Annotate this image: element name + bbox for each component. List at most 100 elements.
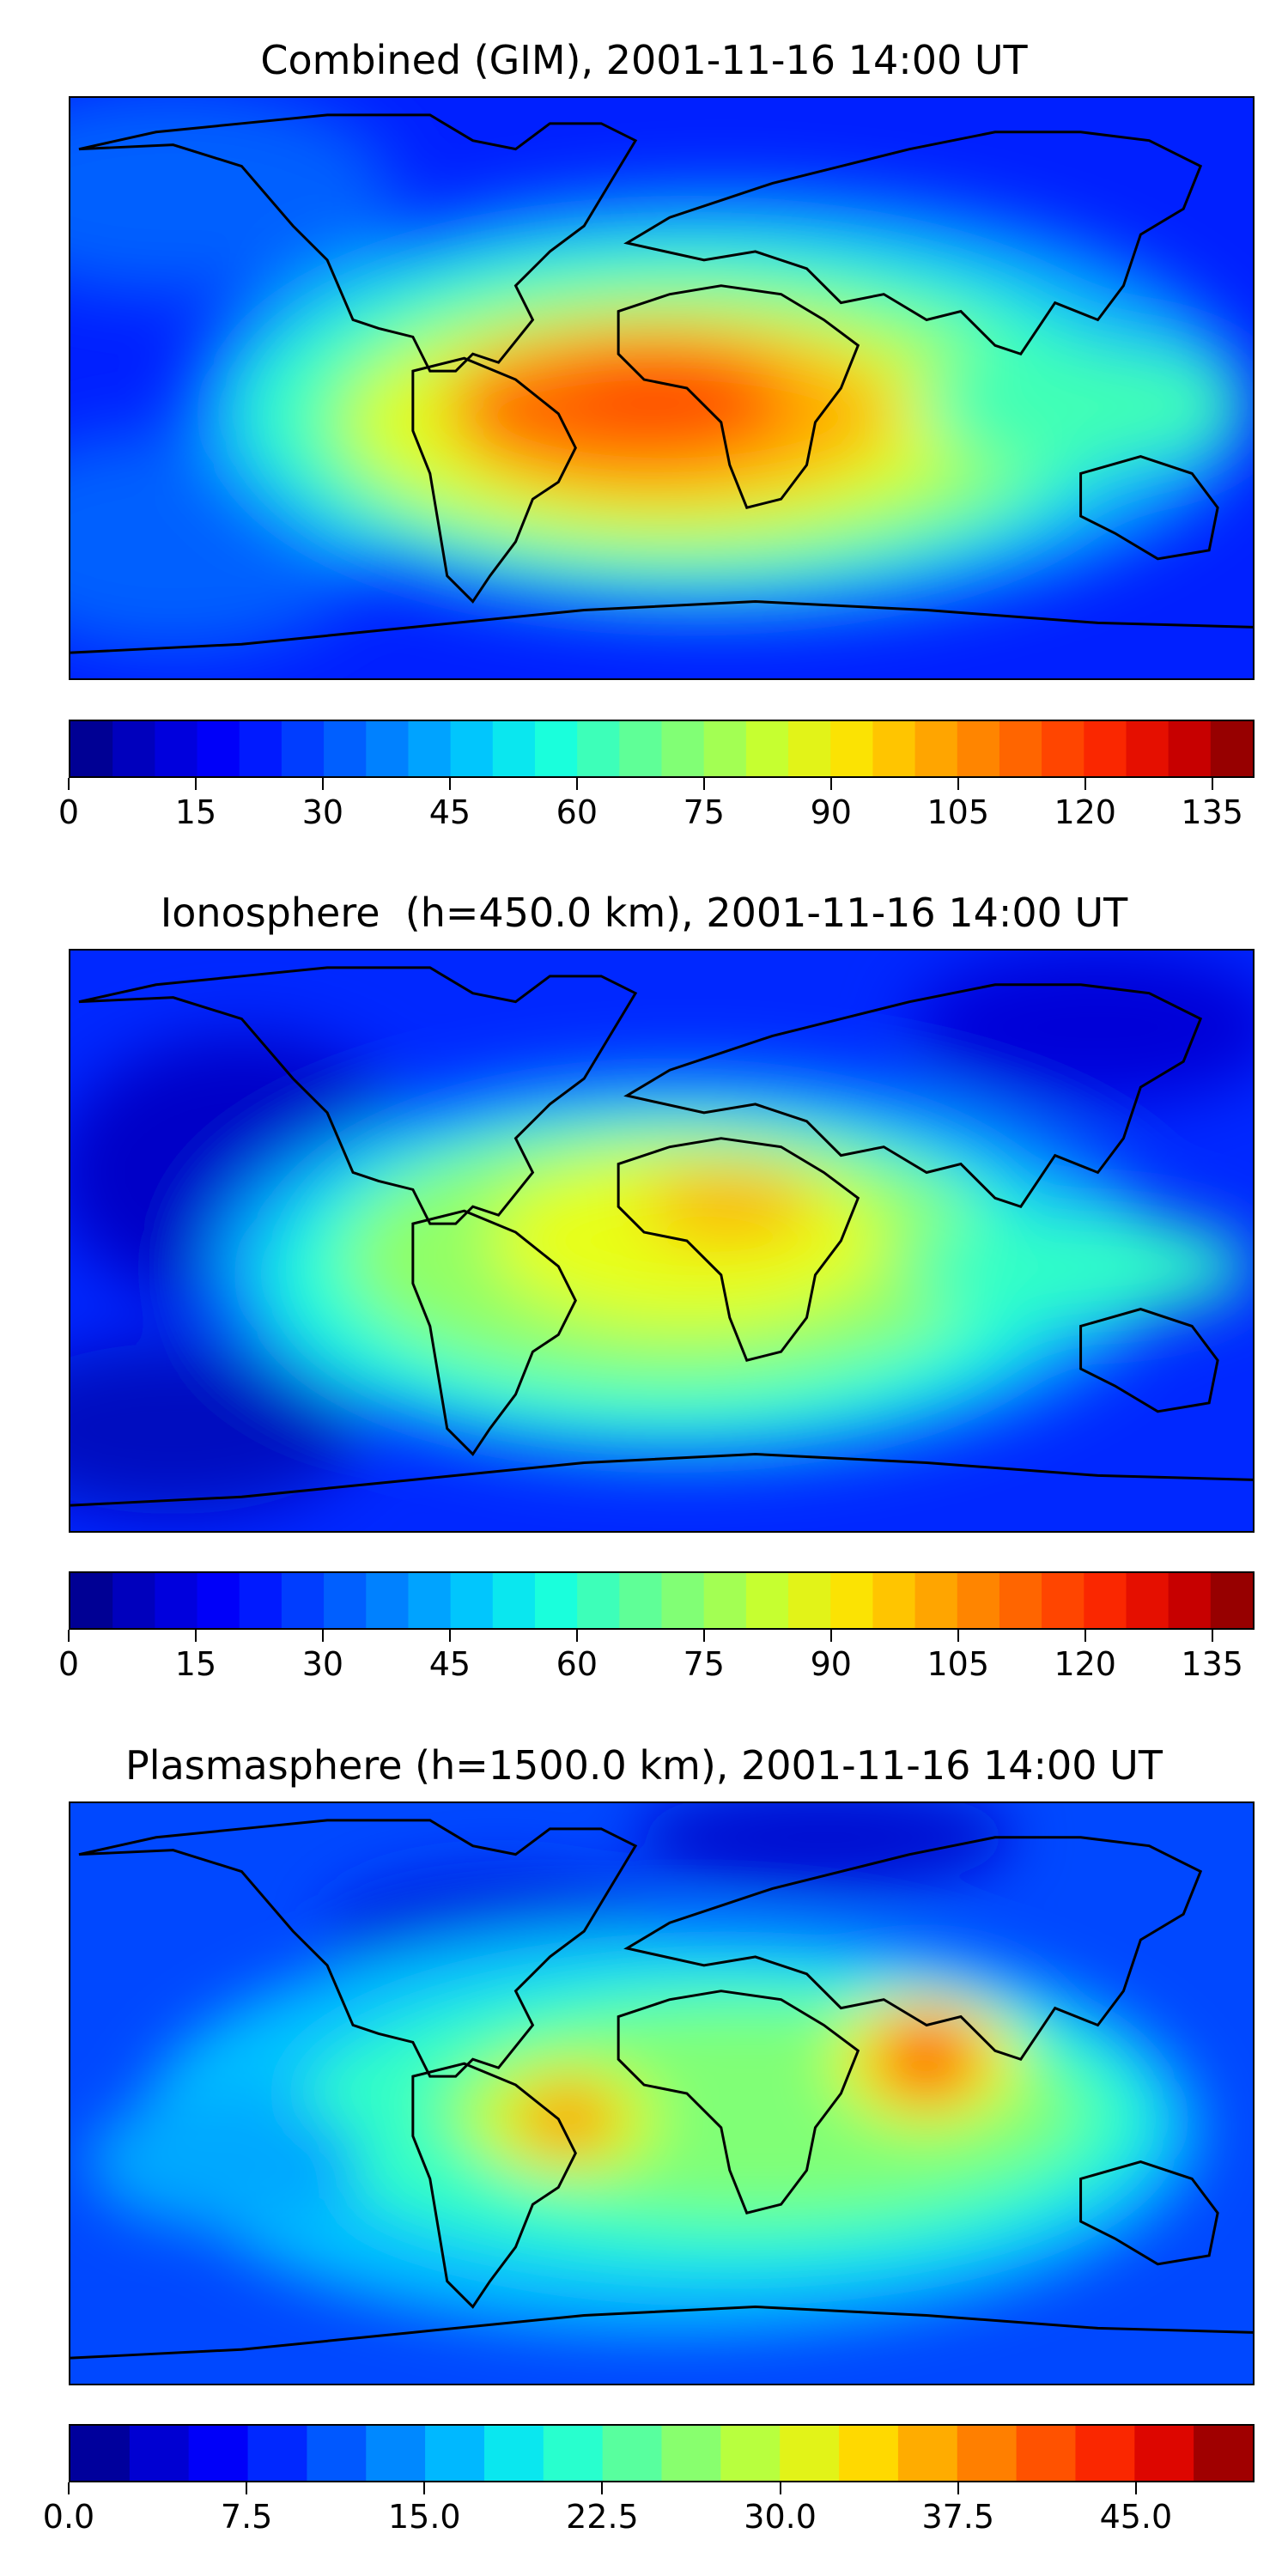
colorbar-level (830, 721, 873, 776)
colorbar-tick (702, 1630, 705, 1642)
colorbar-level (450, 721, 494, 776)
colorbar-level (1042, 1573, 1084, 1628)
colorbar-tick-label: 7.5 (220, 2498, 273, 2536)
colorbar-level (1126, 1573, 1170, 1628)
coastline-north-america (78, 1819, 638, 2078)
colorbar-level (197, 721, 240, 776)
colorbar-tick (1084, 1630, 1086, 1642)
colorbar-level (914, 721, 958, 776)
colorbar-level (155, 721, 198, 776)
colorbar-level (534, 1573, 578, 1628)
colorbar-tick (246, 2482, 248, 2494)
colorbar-tick (779, 2482, 781, 2494)
colorbar-level (1168, 1573, 1212, 1628)
colorbar-tick (1084, 778, 1086, 790)
colorbar-level (366, 1573, 410, 1628)
colorbar-level (780, 2426, 840, 2481)
colorbar-tick (194, 1630, 197, 1642)
colorbar-tick (448, 1630, 451, 1642)
colorbar-tick (829, 1630, 832, 1642)
coastline-eurasia (623, 131, 1203, 356)
colorbar-tick-label: 60 (556, 1645, 598, 1683)
colorbar-level (239, 1573, 283, 1628)
colorbar-level (534, 721, 578, 776)
colorbar-level (425, 2426, 485, 2481)
colorbar-level (1126, 721, 1170, 776)
colorbar-tick-label: 30 (301, 793, 344, 831)
colorbar-tick-label: 120 (1054, 1645, 1116, 1683)
colorbar-level (324, 1573, 367, 1628)
colorbar-level (281, 1573, 325, 1628)
colorbar-tick-label: 135 (1181, 1645, 1243, 1683)
colorbar-tick (448, 778, 451, 790)
colorbar-level (1134, 2426, 1194, 2481)
coastline-antarctica (70, 1453, 1253, 1507)
colorbar-level (788, 721, 831, 776)
colorbar-level (155, 1573, 198, 1628)
colorbar-level (70, 1573, 113, 1628)
coastline-antarctica (70, 600, 1253, 654)
colorbar-tick (575, 778, 578, 790)
colorbar-tick (194, 778, 197, 790)
colorbar-tick (1211, 1630, 1213, 1642)
colorbar-tick (1211, 778, 1213, 790)
colorbar-tick (601, 2482, 604, 2494)
colorbar-tick (957, 1630, 959, 1642)
colorbar-level (408, 721, 452, 776)
colorbar-level (957, 721, 1000, 776)
colorbar-tick-label: 120 (1054, 793, 1116, 831)
colorbar-tick (68, 1630, 70, 1642)
coastline-eurasia (623, 1836, 1203, 2062)
coastline-africa (617, 1990, 860, 2215)
colorbar-strip (70, 2426, 1253, 2481)
colorbar-level (197, 1573, 240, 1628)
colorbar-tick-label: 0 (58, 1645, 80, 1683)
colorbar-tick-label: 45.0 (1099, 2498, 1173, 2536)
colorbar-level (1084, 1573, 1127, 1628)
colorbar (69, 720, 1255, 778)
colorbar-level (872, 1573, 916, 1628)
colorbar-tick-label: 30 (301, 1645, 344, 1683)
colorbar-level (1194, 2426, 1253, 2481)
panel-title: Ionosphere (h=450.0 km), 2001-11-16 14:0… (160, 890, 1128, 936)
colorbar-level (112, 721, 155, 776)
colorbar-tick-label: 0 (58, 793, 80, 831)
colorbar-tick-label: 37.5 (921, 2498, 995, 2536)
colorbar-level (1168, 721, 1212, 776)
colorbar-tick-label: 45 (428, 1645, 471, 1683)
colorbar-strip (70, 721, 1253, 776)
coastline-north-america (78, 966, 638, 1225)
colorbar-level (1016, 2426, 1077, 2481)
colorbar-tick-label: 135 (1181, 793, 1243, 831)
colorbar-level (112, 1573, 155, 1628)
colorbar-level (492, 1573, 536, 1628)
colorbar-tick-label: 90 (810, 793, 852, 831)
tec-map-combined (69, 96, 1255, 680)
colorbar-level (408, 1573, 452, 1628)
colorbar-level (1042, 721, 1084, 776)
colorbar-level (1210, 1573, 1253, 1628)
colorbar-tick-label: 15.0 (387, 2498, 461, 2536)
colorbar-level (1084, 721, 1127, 776)
colorbar-level (957, 2426, 1018, 2481)
colorbar-level (324, 721, 367, 776)
colorbar-level (703, 721, 747, 776)
colorbar-tick-label: 30.0 (744, 2498, 817, 2536)
panel-title: Combined (GIM), 2001-11-16 14:00 UT (260, 37, 1028, 83)
coastline-australia (1079, 2160, 1219, 2266)
colorbar-level (897, 2426, 958, 2481)
colorbar-level (247, 2426, 307, 2481)
colorbar-tick (423, 2482, 426, 2494)
colorbar-level (661, 721, 705, 776)
colorbar-level (619, 721, 663, 776)
colorbar-level (839, 2426, 899, 2481)
colorbar-tick (575, 1630, 578, 1642)
colorbar-tick-label: 105 (927, 1645, 990, 1683)
colorbar-tick-label: 105 (927, 793, 990, 831)
colorbar-level (543, 2426, 604, 2481)
coastline-south-america (411, 1209, 577, 1456)
colorbar-tick-label: 15 (174, 1645, 217, 1683)
colorbar-level (366, 2426, 426, 2481)
colorbar-level (830, 1573, 873, 1628)
colorbar-strip (70, 1573, 1253, 1628)
